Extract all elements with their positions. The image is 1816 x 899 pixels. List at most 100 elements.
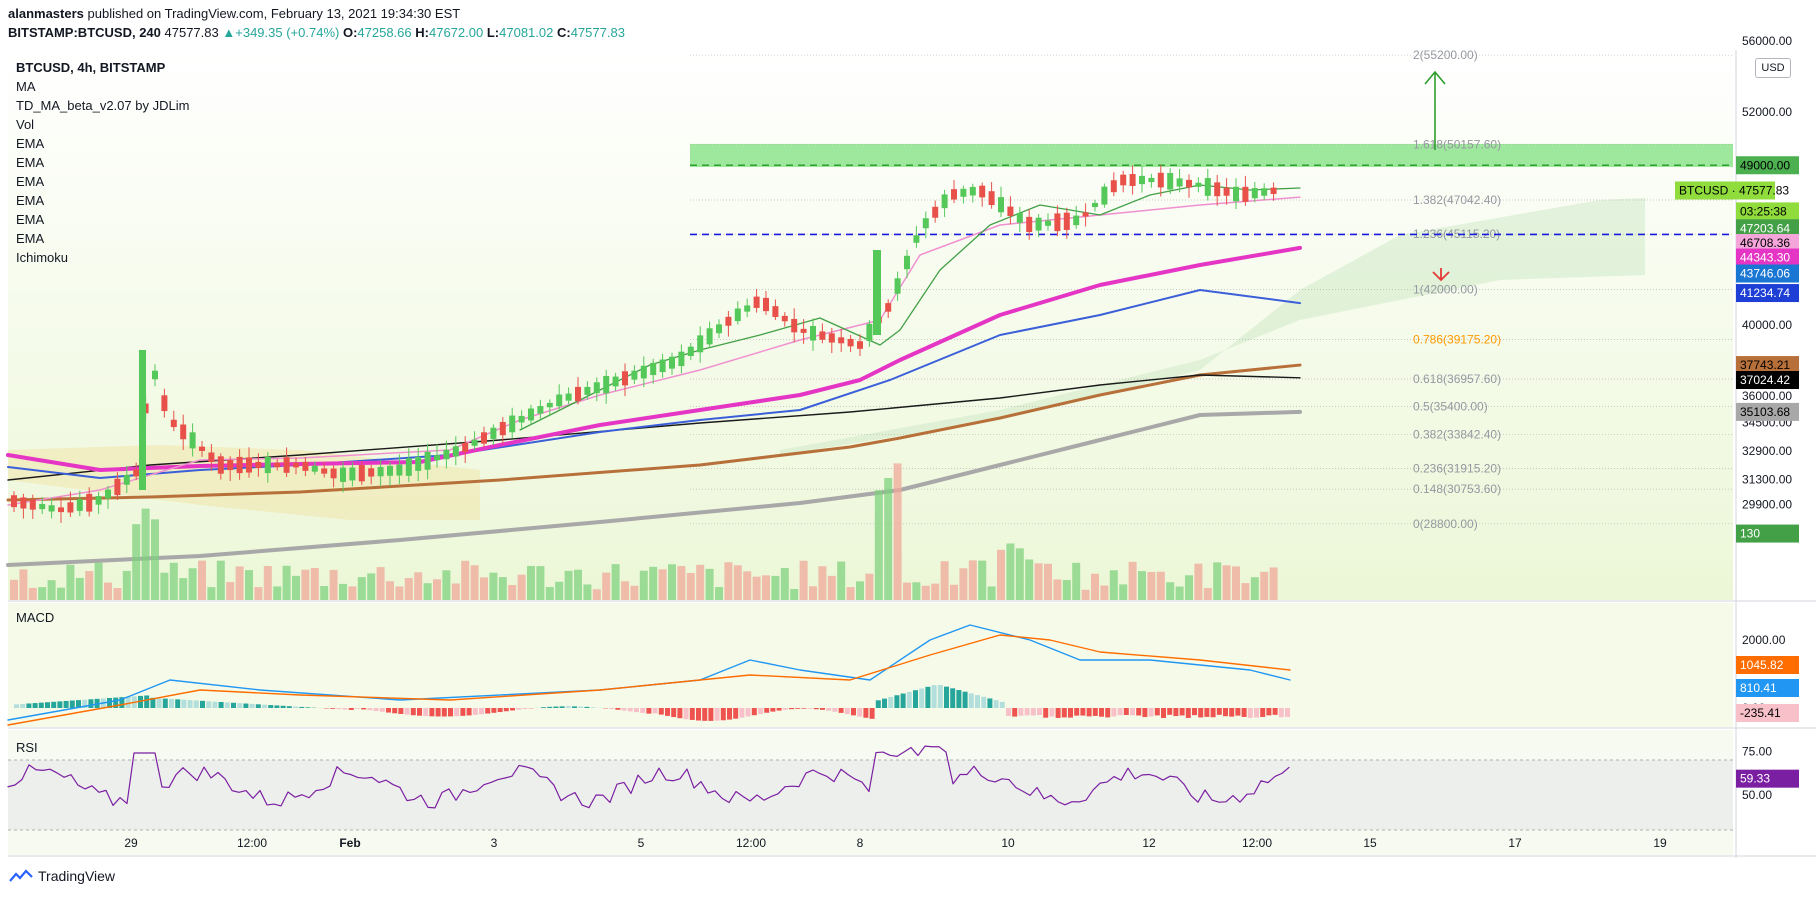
price-label: 47203.64 [1740,221,1790,235]
x-tick-label: 12:00 [736,836,766,850]
candle-body [1082,212,1089,217]
volume-bar [940,561,949,600]
macd-hist-bar [107,698,112,708]
macd-hist-bar [689,708,695,720]
macd-hist-bar [243,703,249,708]
macd-hist-bar [187,700,193,708]
macd-hist-bar [162,698,168,708]
macd-hist-bar [454,708,460,717]
macd-hist-bar [386,708,391,713]
volume-bar [912,582,921,600]
price-tick-label: 52000.00 [1742,105,1792,119]
volume-bar [292,575,300,600]
currency-badge[interactable]: USD [1755,58,1791,78]
price-label: 49000.00 [1740,158,1790,172]
macd-hist-bar [1080,708,1086,716]
fib-level-label: 0.5(35400.00) [1413,400,1488,414]
macd-title[interactable]: MACD [16,610,55,625]
legend-item[interactable]: MA [16,79,36,94]
legend-item[interactable]: EMA [16,231,45,246]
macd-hist-bar [466,708,472,716]
macd-hist-bar [479,708,484,715]
candle-body [67,502,74,513]
candle-body [208,452,215,463]
macd-hist-bar [1198,708,1204,718]
volume-bar [668,564,676,600]
price-label-box [1736,402,1799,421]
rsi-title[interactable]: RSI [16,740,38,755]
candle-body [969,186,976,196]
price-label: 35103.68 [1740,405,1790,419]
volume-bar [498,577,507,600]
ema-brown-line [6,363,1302,502]
macd-hist-bar [801,708,807,709]
legend-item[interactable]: EMA [16,174,45,189]
legend-item[interactable]: EMA [16,155,45,170]
macd-hist-bar [119,697,125,708]
macd-hist-bar [665,708,670,716]
candle-body [894,278,901,294]
candle-spike [139,350,146,490]
volume-bar [1203,587,1212,600]
macd-hist-bar [745,708,751,717]
macd-hist-bar [1254,708,1259,718]
macd-hist-bar [1272,708,1278,715]
macd-hist-bar [646,708,652,714]
candle-body [1007,206,1014,216]
legend-item[interactable]: EMA [16,193,45,208]
macd-hist-bar [472,708,478,715]
legend-item[interactable]: EMA [16,212,45,227]
macd-hist-bar [516,708,522,710]
candle-body [593,382,600,394]
macd-hist-bar [69,700,75,708]
candle-body [1270,187,1277,194]
volume-bar [827,575,836,600]
candle-body [537,406,544,414]
fib-level-label: 1.236(45115.20) [1413,227,1500,241]
macd-hist-bar [156,698,162,708]
volume-group [10,463,1278,600]
fib-level-label: 0.786(39175.20) [1413,333,1501,347]
candle-body [866,323,873,342]
candle-body [838,337,845,344]
legend-symbol[interactable]: BTCUSD, 4h, BITSTAMP [16,60,166,75]
volume-bar [47,580,56,600]
candle-body [396,464,403,476]
ema-gray-line [6,409,1302,567]
candle-body [434,455,440,461]
legend-item[interactable]: Vol [16,117,35,132]
macd-hist-bar [565,706,571,708]
macd-hist-bar [720,708,726,721]
volume-bar [1175,586,1184,600]
footer-brand[interactable]: TradingView [8,868,115,884]
rsi-label-box [1736,769,1799,788]
macd-hist-bar [82,699,88,708]
macd-hist-bar [1266,708,1272,716]
publisher-name[interactable]: alanmasters [8,6,84,21]
volume-bar [724,562,733,600]
macd-hist-bar [590,707,596,708]
macd-hist-bar [826,708,832,711]
macd-hist-bar [392,708,398,714]
macd-hist-bar [1229,708,1235,717]
macd-hist-bar [782,708,788,710]
legend-item[interactable]: EMA [16,136,45,151]
candle-body [29,499,36,510]
volume-bar [38,587,47,600]
macd-hist-bar [150,697,156,708]
legend-item[interactable]: Ichimoku [16,250,69,265]
volume-bar [301,569,310,600]
macd-label-box [1736,679,1799,697]
macd-hist-bar [888,696,894,708]
macd-hist-bar [491,708,497,713]
volume-bar [395,586,404,600]
macd-hist-bar [944,686,949,708]
candle-body [960,188,967,197]
candle-body [528,408,534,421]
macd-hist-bar [968,693,974,708]
macd-hist-bar [640,708,646,713]
legend-item[interactable]: TD_MA_beta_v2.07 by JDLim [16,98,190,113]
volume-bar [245,570,253,600]
macd-hist-bar [702,708,708,721]
macd-hist-bar [212,701,218,708]
